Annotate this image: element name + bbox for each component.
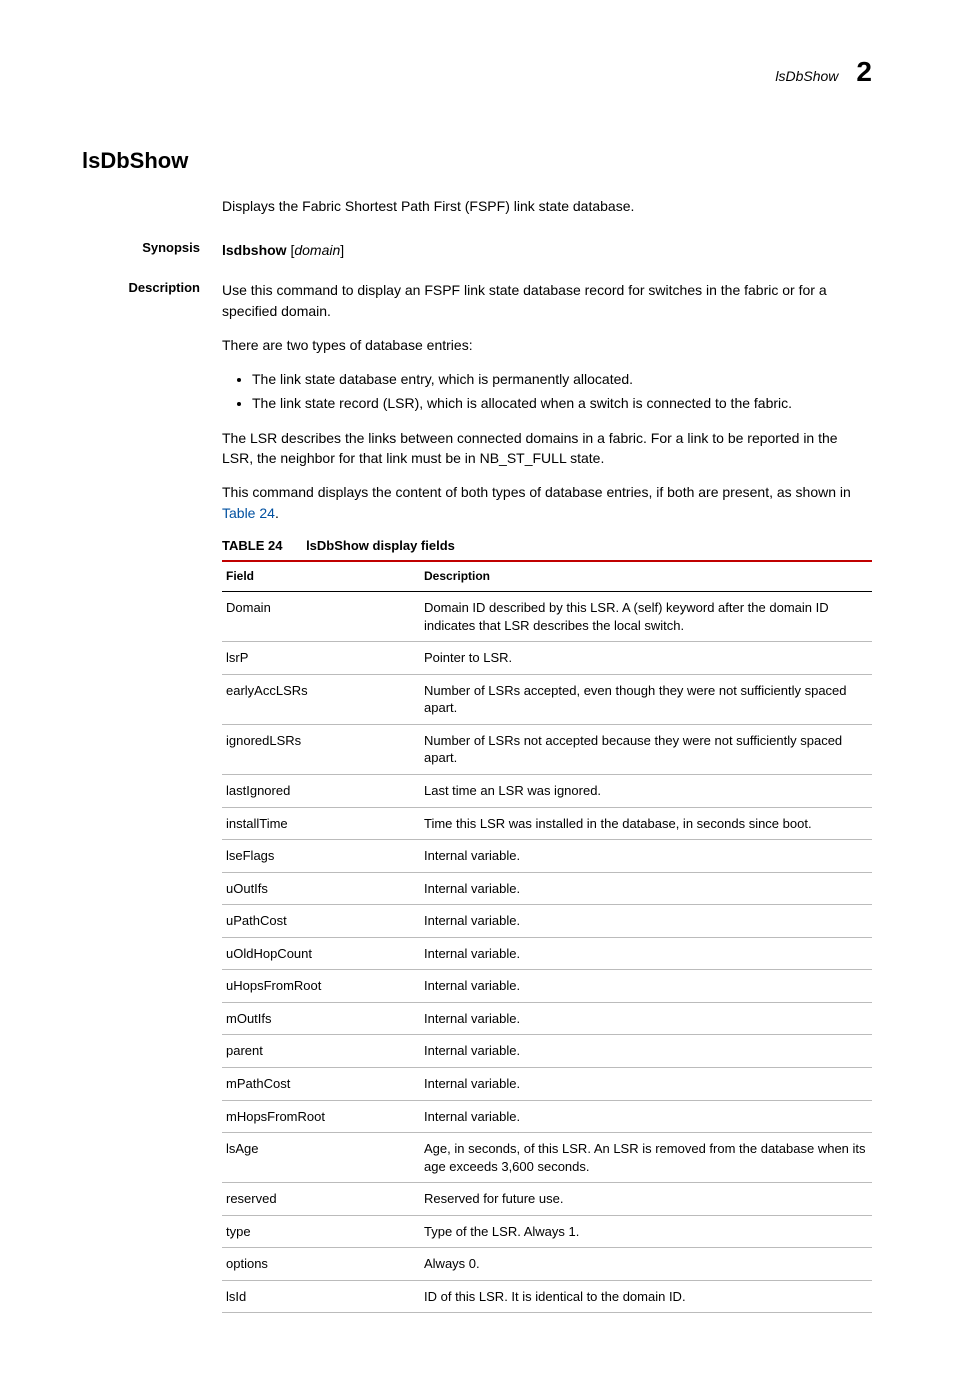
fields-table: Field Description DomainDomain ID descri… (222, 560, 872, 1314)
table-row: ignoredLSRsNumber of LSRs not accepted b… (222, 724, 872, 774)
synopsis-arg: domain (294, 242, 340, 258)
field-name: mOutIfs (222, 1002, 420, 1035)
field-name: uOldHopCount (222, 937, 420, 970)
field-name: reserved (222, 1183, 420, 1216)
desc-table-ref[interactable]: Table 24 (222, 505, 275, 521)
table-row: typeType of the LSR. Always 1. (222, 1215, 872, 1248)
table-row: lseFlagsInternal variable. (222, 840, 872, 873)
field-desc: Internal variable. (420, 905, 872, 938)
synopsis-cmd: lsdbshow (222, 242, 287, 258)
field-name: mPathCost (222, 1067, 420, 1100)
field-desc: Internal variable. (420, 1067, 872, 1100)
table-col1: Field (222, 561, 420, 592)
field-desc: Time this LSR was installed in the datab… (420, 807, 872, 840)
field-desc: Domain ID described by this LSR. A (self… (420, 592, 872, 642)
desc-b1: The link state database entry, which is … (252, 369, 872, 389)
desc-p3: The LSR describes the links between conn… (222, 428, 872, 469)
field-name: ignoredLSRs (222, 724, 420, 774)
table-row: lsAgeAge, in seconds, of this LSR. An LS… (222, 1133, 872, 1183)
table-label: TABLE 24 (222, 538, 282, 553)
desc-p4: This command displays the content of bot… (222, 482, 872, 523)
desc-bullets: The link state database entry, which is … (222, 369, 872, 414)
description-label: Description (82, 280, 222, 1313)
field-desc: Reserved for future use. (420, 1183, 872, 1216)
table-row: mOutIfsInternal variable. (222, 1002, 872, 1035)
page-title: lsDbShow (82, 148, 872, 174)
table-row: earlyAccLSRsNumber of LSRs accepted, eve… (222, 674, 872, 724)
synopsis-bracket-close: ] (340, 242, 344, 258)
header-section: lsDbShow (775, 68, 838, 84)
table-caption: TABLE 24 lsDbShow display fields (222, 537, 872, 556)
intro-text: Displays the Fabric Shortest Path First … (222, 198, 872, 214)
field-desc: Internal variable. (420, 937, 872, 970)
table-row: lastIgnoredLast time an LSR was ignored. (222, 775, 872, 808)
field-desc: Number of LSRs not accepted because they… (420, 724, 872, 774)
table-row: lsrPPointer to LSR. (222, 642, 872, 675)
field-desc: Internal variable. (420, 1002, 872, 1035)
table-row: lsIdID of this LSR. It is identical to t… (222, 1280, 872, 1313)
table-row: mHopsFromRootInternal variable. (222, 1100, 872, 1133)
field-desc: Pointer to LSR. (420, 642, 872, 675)
field-name: uOutIfs (222, 872, 420, 905)
table-row: parentInternal variable. (222, 1035, 872, 1068)
page-header: lsDbShow 2 (82, 56, 872, 88)
table-row: uOutIfsInternal variable. (222, 872, 872, 905)
field-desc: Always 0. (420, 1248, 872, 1281)
field-desc: Internal variable. (420, 840, 872, 873)
field-name: options (222, 1248, 420, 1281)
synopsis-label: Synopsis (82, 240, 222, 260)
field-name: parent (222, 1035, 420, 1068)
desc-b2: The link state record (LSR), which is al… (252, 393, 872, 413)
table-row: reservedReserved for future use. (222, 1183, 872, 1216)
field-name: lastIgnored (222, 775, 420, 808)
field-name: uHopsFromRoot (222, 970, 420, 1003)
field-desc: Last time an LSR was ignored. (420, 775, 872, 808)
desc-p4b: . (275, 505, 279, 521)
table-row: uHopsFromRootInternal variable. (222, 970, 872, 1003)
table-row: optionsAlways 0. (222, 1248, 872, 1281)
table-row: uOldHopCountInternal variable. (222, 937, 872, 970)
field-name: lsId (222, 1280, 420, 1313)
desc-p1: Use this command to display an FSPF link… (222, 280, 872, 321)
field-desc: Type of the LSR. Always 1. (420, 1215, 872, 1248)
table-row: uPathCostInternal variable. (222, 905, 872, 938)
synopsis-content: lsdbshow [domain] (222, 240, 872, 260)
desc-p2: There are two types of database entries: (222, 335, 872, 355)
field-desc: Internal variable. (420, 872, 872, 905)
field-desc: Internal variable. (420, 1035, 872, 1068)
field-name: lsrP (222, 642, 420, 675)
description-content: Use this command to display an FSPF link… (222, 280, 872, 1313)
field-desc: Internal variable. (420, 1100, 872, 1133)
table-row: DomainDomain ID described by this LSR. A… (222, 592, 872, 642)
field-desc: Number of LSRs accepted, even though the… (420, 674, 872, 724)
field-desc: Internal variable. (420, 970, 872, 1003)
field-desc: Age, in seconds, of this LSR. An LSR is … (420, 1133, 872, 1183)
desc-p4a: This command displays the content of bot… (222, 484, 851, 500)
field-name: type (222, 1215, 420, 1248)
field-name: mHopsFromRoot (222, 1100, 420, 1133)
field-name: uPathCost (222, 905, 420, 938)
table-row: mPathCostInternal variable. (222, 1067, 872, 1100)
field-desc: ID of this LSR. It is identical to the d… (420, 1280, 872, 1313)
field-name: installTime (222, 807, 420, 840)
field-name: Domain (222, 592, 420, 642)
header-chapter: 2 (856, 56, 872, 88)
field-name: lseFlags (222, 840, 420, 873)
field-name: lsAge (222, 1133, 420, 1183)
field-name: earlyAccLSRs (222, 674, 420, 724)
table-row: installTimeTime this LSR was installed i… (222, 807, 872, 840)
table-title: lsDbShow display fields (306, 538, 455, 553)
table-col2: Description (420, 561, 872, 592)
